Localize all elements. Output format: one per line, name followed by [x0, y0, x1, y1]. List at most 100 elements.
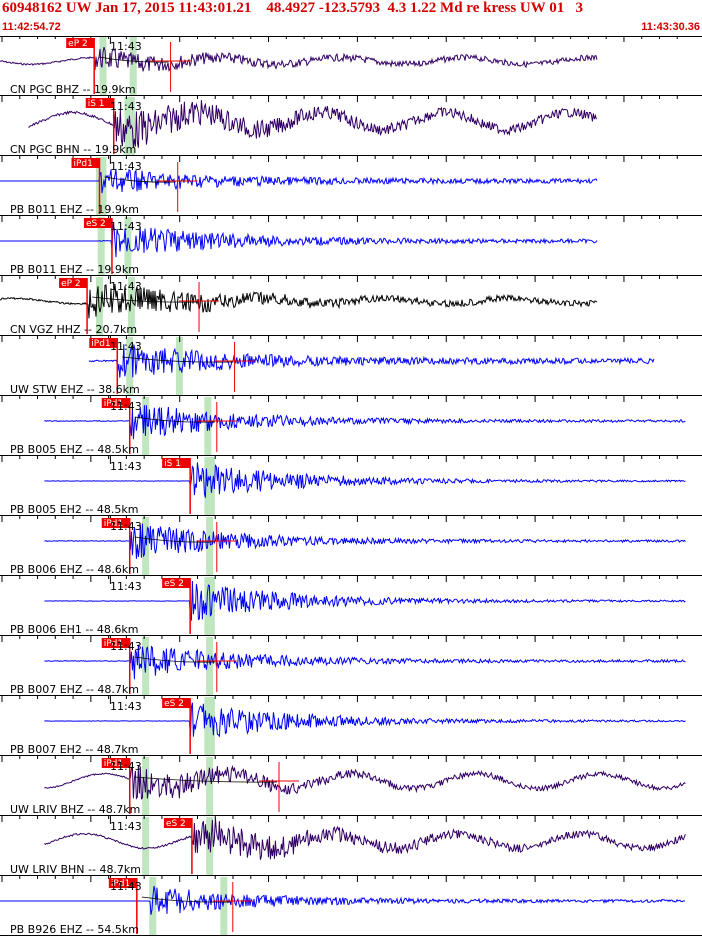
- pick-label: iPd1: [104, 399, 123, 409]
- pick-tag: [101, 518, 130, 528]
- trace-row: eS 2 11:43 UW LRIV BHN -- 48.7km: [0, 816, 702, 876]
- decay-curve: [134, 536, 215, 543]
- station-label: UW LRIV BHZ -- 48.7km: [10, 803, 140, 816]
- trace-row: eS 2 11:43 PB B011 EHZ -- 19.9km: [0, 216, 702, 276]
- waveform: [0, 168, 598, 194]
- pick-band: [129, 37, 137, 96]
- pick-label: iPd1: [111, 879, 130, 889]
- pick-band: [99, 37, 107, 96]
- minute-label: 11:43: [110, 100, 142, 113]
- pick-tag: [89, 338, 118, 348]
- station-label: PB B006 EH1 -- 48.6km: [10, 623, 138, 636]
- pick-band: [220, 877, 228, 936]
- pick-label: eP 2: [68, 39, 88, 49]
- waveform: [44, 764, 686, 800]
- pick-label: iPd1: [74, 159, 93, 169]
- pick-label: eP 2: [61, 279, 81, 289]
- station-label: PB B011 EHZ -- 19.9km: [10, 263, 139, 276]
- trace-row: iPd1 11:43 PB B011 EHZ -- 19.9km: [0, 156, 702, 216]
- pick-tag: [162, 458, 191, 468]
- decay-curve: [122, 356, 233, 363]
- station-label: UW LRIV BHN -- 48.7km: [10, 863, 141, 876]
- minute-label: 11:43: [110, 520, 142, 533]
- pick-tag: [108, 878, 137, 888]
- waveform: [0, 283, 598, 319]
- decay-curve: [92, 296, 198, 303]
- minute-label: 11:43: [110, 340, 142, 353]
- start-time: 11:42:54.72: [2, 21, 61, 33]
- station-label: CN VGZ HHZ -- 20.7km: [10, 323, 137, 336]
- pick-tag: [162, 698, 191, 708]
- pick-label: iPd1: [91, 339, 110, 349]
- decay-curve: [104, 176, 176, 183]
- minute-label: 11:43: [110, 220, 142, 233]
- pick-label: iPd1: [104, 759, 123, 769]
- station-label: PB B005 EHZ -- 48.5km: [10, 443, 139, 456]
- pick-tag: [162, 578, 191, 588]
- minute-label: 11:43: [110, 640, 142, 653]
- waveform: [0, 223, 598, 258]
- trace-row: iPd1 11:43 UW STW EHZ -- 38.6km: [0, 336, 702, 396]
- station-label: PB B006 EHZ -- 48.6km: [10, 563, 139, 576]
- station-label: PB B926 EHZ -- 54.5km: [10, 923, 139, 936]
- decay-curve: [141, 896, 231, 903]
- pick-tag: [85, 98, 114, 108]
- waveform: [88, 344, 655, 378]
- pick-label: eS 2: [166, 819, 186, 829]
- pick-band: [142, 517, 150, 576]
- waveform: [44, 817, 686, 860]
- pick-band: [204, 457, 212, 516]
- station-label: PB B007 EH2 -- 48.7km: [10, 743, 138, 756]
- pick-band: [204, 577, 212, 636]
- pick-band: [142, 817, 150, 876]
- station-label: CN PGC BHZ -- 19.9km: [10, 83, 136, 96]
- pick-tag: [101, 638, 130, 648]
- minute-label: 11:43: [110, 400, 142, 413]
- decay-curve: [134, 416, 215, 423]
- station-label: PB B011 EHZ -- 19.9km: [10, 203, 139, 216]
- pick-label: eS 2: [86, 219, 106, 229]
- pick-band: [206, 517, 214, 576]
- decay-curve: [134, 776, 277, 783]
- trace-row: eS 2 11:43 PB B006 EH1 -- 48.6km: [0, 576, 702, 636]
- pick-tag: [66, 38, 95, 48]
- pick-label: iS 1: [164, 459, 181, 469]
- pick-band: [206, 757, 214, 816]
- trace-row: eP 2 11:43 CN VGZ HHZ -- 20.7km: [0, 276, 702, 336]
- waveform: [44, 644, 686, 680]
- end-time: 11:43:30.36: [641, 21, 700, 33]
- decay-curve: [99, 56, 169, 63]
- pick-band: [97, 217, 105, 276]
- trace-row: iS 1 11:43 PB B005 EH2 -- 48.5km: [0, 456, 702, 516]
- minute-label: 11:43: [110, 880, 142, 893]
- pick-tag: [101, 398, 130, 408]
- pick-band: [207, 697, 215, 756]
- minute-label: 11:43: [110, 760, 142, 773]
- station-label: UW STW EHZ -- 38.6km: [10, 383, 140, 396]
- minute-label: 11:43: [110, 820, 142, 833]
- waveform: [28, 100, 597, 148]
- header: 60948162 UW Jan 17, 2015 11:43:01.21 48.…: [0, 0, 702, 36]
- pick-label: iS 1: [88, 99, 105, 109]
- pick-tag: [59, 278, 88, 288]
- waveform: [44, 523, 686, 559]
- seismogram-plot: eP 2 11:43 CN PGC BHZ -- 19.9km iS 1 11:43 CN…: [0, 36, 702, 936]
- minute-label: 11:43: [110, 280, 142, 293]
- station-label: CN PGC BHN -- 19.9km: [10, 143, 136, 156]
- waveform: [0, 885, 685, 915]
- minute-label: 11:43: [110, 160, 142, 173]
- pick-label: eS 2: [164, 579, 184, 589]
- waveform: [0, 46, 598, 72]
- decay-curve: [134, 656, 215, 663]
- pick-band: [206, 637, 214, 696]
- waveform: [44, 580, 686, 621]
- pick-band: [127, 277, 135, 336]
- pick-tag: [163, 818, 192, 828]
- minute-label: 11:43: [110, 580, 142, 593]
- pick-tag: [71, 158, 100, 168]
- waveform: [44, 405, 686, 440]
